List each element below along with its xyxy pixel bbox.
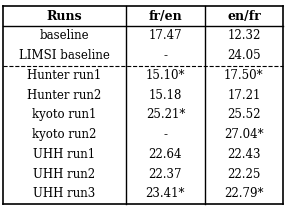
Text: kyoto run1: kyoto run1: [32, 108, 97, 121]
Text: 15.10*: 15.10*: [146, 69, 185, 82]
Text: 17.50*: 17.50*: [224, 69, 264, 82]
Text: 22.43: 22.43: [227, 148, 261, 161]
Text: -: -: [163, 128, 167, 141]
Text: 25.21*: 25.21*: [146, 108, 185, 121]
Text: 17.47: 17.47: [149, 29, 182, 42]
Text: 24.05: 24.05: [227, 49, 261, 62]
Text: 22.64: 22.64: [149, 148, 182, 161]
Text: en/fr: en/fr: [227, 10, 261, 23]
Text: UHH run1: UHH run1: [33, 148, 96, 161]
Text: Hunter run1: Hunter run1: [27, 69, 102, 82]
Text: 25.52: 25.52: [227, 108, 261, 121]
Text: Hunter run2: Hunter run2: [27, 89, 102, 102]
Text: 17.21: 17.21: [227, 89, 261, 102]
Text: 22.25: 22.25: [227, 168, 261, 181]
Text: 22.79*: 22.79*: [224, 187, 264, 200]
Text: 12.32: 12.32: [227, 29, 261, 42]
Text: 15.18: 15.18: [149, 89, 182, 102]
Text: LIMSI baseline: LIMSI baseline: [19, 49, 110, 62]
Text: Runs: Runs: [47, 10, 82, 23]
Text: 23.41*: 23.41*: [146, 187, 185, 200]
Text: 27.04*: 27.04*: [224, 128, 264, 141]
Text: fr/en: fr/en: [148, 10, 182, 23]
Text: baseline: baseline: [40, 29, 89, 42]
Text: kyoto run2: kyoto run2: [32, 128, 97, 141]
Text: -: -: [163, 49, 167, 62]
Text: UHH run2: UHH run2: [33, 168, 96, 181]
Text: 22.37: 22.37: [149, 168, 182, 181]
Text: UHH run3: UHH run3: [33, 187, 96, 200]
